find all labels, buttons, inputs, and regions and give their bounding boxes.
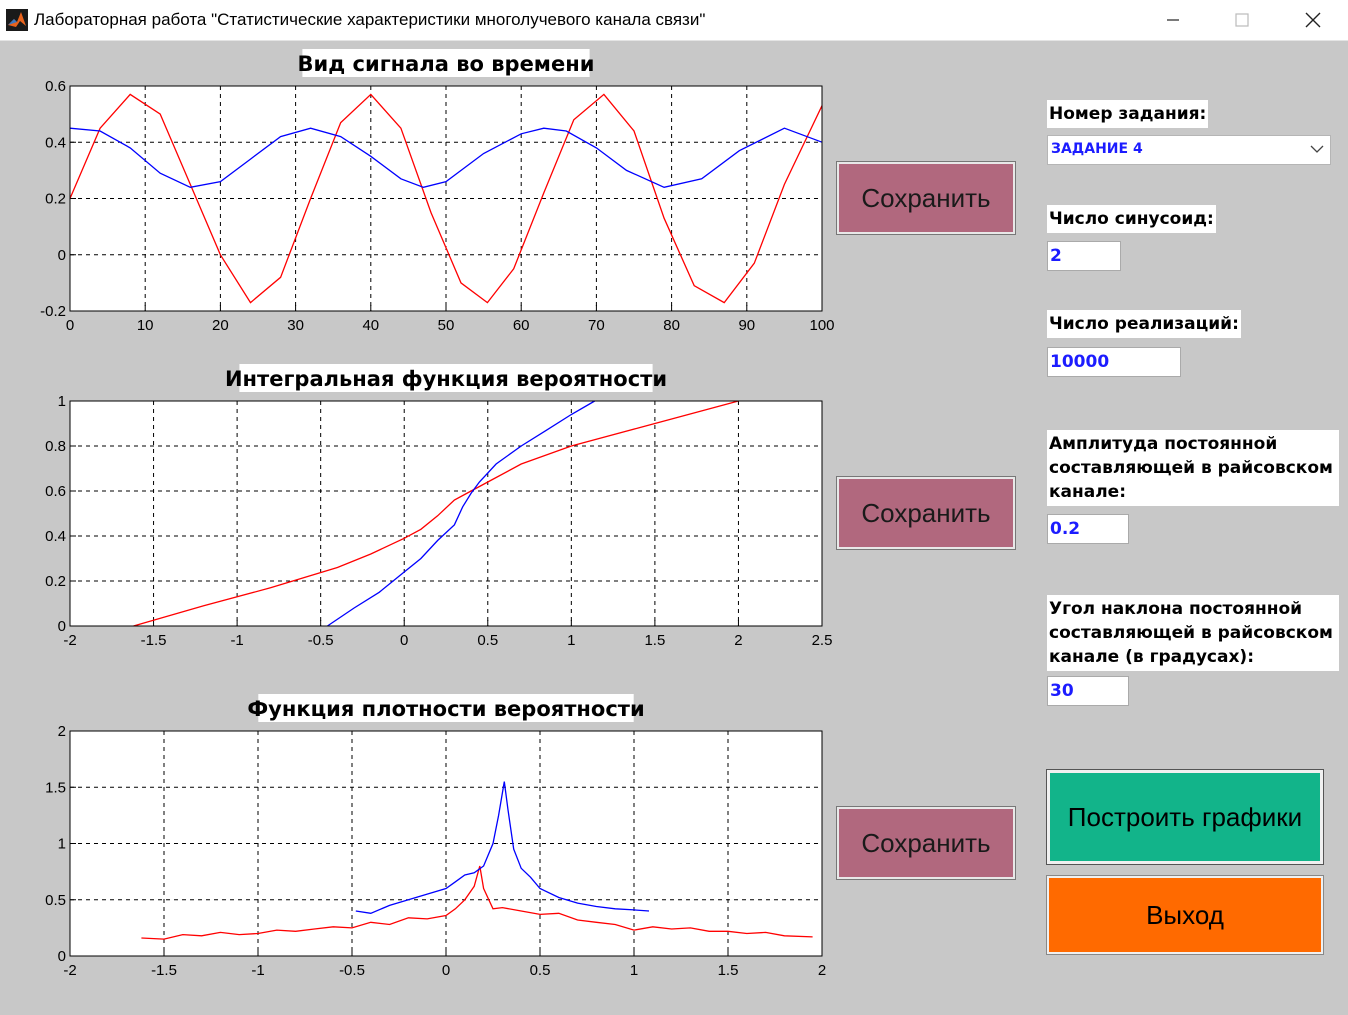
realizations-label: Число реализаций:	[1047, 310, 1241, 338]
sines-input[interactable]: 2	[1047, 241, 1121, 271]
plot-title: Вид сигнала во времени	[298, 52, 595, 76]
x-tick-label: 40	[362, 317, 379, 334]
x-tick-label: 50	[438, 317, 455, 334]
x-tick-label: 2	[818, 962, 826, 979]
angle-label: Угол наклона постоянной составляющей в р…	[1047, 595, 1339, 671]
build-plots-button[interactable]: Построить графики	[1046, 769, 1324, 865]
x-tick-label: -1	[230, 632, 243, 649]
y-tick-label: 1	[58, 393, 66, 410]
x-tick-label: 0	[442, 962, 450, 979]
x-tick-label: 1.5	[718, 962, 739, 979]
signal-time-plot: Вид сигнала во времени 0 10 20 30 40 50 60 70 80 9…	[40, 49, 835, 334]
maximize-icon	[1235, 13, 1249, 27]
save-cdf-button[interactable]: Сохранить	[836, 476, 1016, 550]
title-bar: Лабораторная работа "Статистические хара…	[0, 0, 1348, 41]
pdf-plot: Функция плотности вероятности -2 -1.5 -1 -0.…	[45, 694, 826, 979]
amplitude-input[interactable]: 0.2	[1047, 514, 1129, 544]
x-tick-label: 1	[567, 632, 575, 649]
y-tick-label: 2	[58, 723, 66, 740]
y-tick-label: -0.2	[40, 303, 66, 320]
x-tick-label: -0.5	[339, 962, 365, 979]
y-tick-label: 0.2	[45, 191, 66, 208]
series-line-0	[141, 865, 813, 940]
plot-title: Интегральная функция вероятности	[225, 367, 667, 391]
y-tick-label: 0.6	[45, 78, 66, 95]
plot-title: Функция плотности вероятности	[247, 697, 644, 721]
sines-label: Число синусоид:	[1047, 205, 1216, 233]
x-tick-label: -1	[251, 962, 264, 979]
x-tick-label: 0	[400, 632, 408, 649]
y-tick-label: 0.4	[45, 134, 66, 151]
minimize-button[interactable]	[1150, 0, 1196, 40]
x-tick-label: -1.5	[141, 632, 167, 649]
x-tick-label: 70	[588, 317, 605, 334]
x-tick-label: 100	[809, 317, 834, 334]
close-button[interactable]	[1290, 0, 1336, 40]
maximize-button[interactable]	[1219, 0, 1265, 40]
realizations-input[interactable]: 10000	[1047, 347, 1181, 377]
x-tick-label: 2	[734, 632, 742, 649]
task-select-value: ЗАДАНИЕ 4	[1051, 141, 1143, 157]
exit-button[interactable]: Выход	[1046, 875, 1324, 955]
chevron-down-icon	[1310, 145, 1324, 153]
y-tick-label: 0.5	[45, 892, 66, 909]
plot-title-bg	[302, 49, 590, 77]
series-line-1	[69, 127, 823, 188]
series-line-0	[133, 400, 739, 627]
series-line-0	[69, 93, 823, 304]
plot-border	[69, 730, 823, 957]
x-tick-label: 2.5	[812, 632, 833, 649]
y-tick-label: 0.4	[45, 528, 66, 545]
task-select[interactable]: ЗАДАНИЕ 4	[1047, 135, 1331, 165]
y-tick-label: 0	[58, 948, 66, 965]
x-tick-label: 0.5	[530, 962, 551, 979]
x-tick-label: 30	[287, 317, 304, 334]
y-tick-label: 0.6	[45, 483, 66, 500]
task-label: Номер задания:	[1047, 100, 1209, 128]
x-tick-label: 20	[212, 317, 229, 334]
x-tick-label: 60	[513, 317, 530, 334]
angle-input[interactable]: 30	[1047, 676, 1129, 706]
x-tick-label: 80	[663, 317, 680, 334]
x-tick-label: -1.5	[151, 962, 177, 979]
plot-area	[69, 400, 823, 627]
y-tick-label: 0.8	[45, 438, 66, 455]
x-tick-label: 1.5	[644, 632, 665, 649]
x-tick-label: -2	[63, 632, 76, 649]
y-tick-label: 1	[58, 836, 66, 853]
plot-border	[69, 400, 823, 627]
x-tick-label: 90	[738, 317, 755, 334]
x-tick-label: -0.5	[308, 632, 334, 649]
y-tick-label: 0.2	[45, 573, 66, 590]
plot-title-bg	[258, 694, 634, 722]
matlab-logo-icon	[6, 9, 28, 31]
x-tick-label: -2	[63, 962, 76, 979]
series-line-1	[355, 781, 650, 914]
plot-border	[69, 85, 823, 312]
save-pdf-button[interactable]: Сохранить	[836, 806, 1016, 880]
cdf-plot: Интегральная функция вероятности -2 -1.5 -1…	[45, 364, 832, 649]
x-tick-label: 0	[66, 317, 74, 334]
minimize-icon	[1167, 19, 1179, 21]
y-tick-label: 0	[58, 247, 66, 264]
y-tick-label: 0	[58, 618, 66, 635]
y-tick-label: 1.5	[45, 779, 66, 796]
series-line-1	[327, 400, 596, 627]
x-tick-label: 0.5	[477, 632, 498, 649]
x-tick-label: 10	[137, 317, 154, 334]
save-signal-button[interactable]: Сохранить	[836, 161, 1016, 235]
x-tick-label: 1	[630, 962, 638, 979]
amplitude-label: Амплитуда постоянной составляющей в райс…	[1047, 430, 1339, 506]
window-title: Лабораторная работа "Статистические хара…	[34, 10, 706, 29]
plot-title-bg	[239, 364, 653, 392]
close-icon	[1305, 12, 1321, 28]
